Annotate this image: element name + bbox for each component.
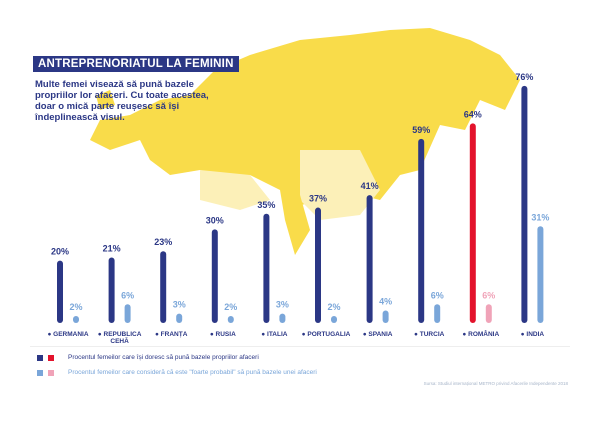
country-label: ● RUSIA [209,331,236,338]
country-label: ● INDIA [520,331,545,338]
chart-title: ANTREPRENORIATUL LA FEMININ [33,56,239,72]
data-label-dark-7: 59% [412,125,430,135]
data-label-light-2: 3% [173,300,186,310]
legend-item-likely: Procentul femeilor care consideră că est… [37,369,317,376]
data-label-dark-6: 41% [361,181,379,191]
legend-label: Procentul femeilor care își doresc să pu… [68,354,259,361]
data-label-dark-5: 37% [309,194,327,204]
chart-subtitle: Multe femei visează să pună bazele propr… [35,79,209,123]
country-label: ● ROMÂNIA [462,331,500,338]
data-label-dark-1: 21% [103,243,121,253]
country-label: ● TURCIA [414,331,445,338]
data-label-dark-2: 23% [154,237,172,247]
divider [30,346,570,347]
country-label: ● PORTUGALIA [301,331,351,338]
data-label-light-0: 2% [69,302,82,312]
source-note: Sursa: Studiul internațional METRO privi… [423,381,568,386]
legend-swatch-dark [37,354,43,361]
country-label: ● ITALIA [261,331,288,338]
legend-label: Procentul femeilor care consideră că est… [68,369,317,376]
legend-swatch-pink [48,369,54,376]
data-label-light-8: 6% [482,290,495,300]
data-label-light-7: 6% [431,290,444,300]
data-label-dark-0: 20% [51,247,69,257]
legend-swatch-red [48,354,54,361]
data-label-light-1: 6% [121,290,134,300]
country-label: ● SPANIA [362,331,393,338]
country-label: ● FRANȚA [154,331,188,338]
data-label-light-4: 3% [276,300,289,310]
data-label-light-6: 4% [379,297,392,307]
data-label-dark-4: 35% [257,200,275,210]
legend-item-desire: Procentul femeilor care își doresc să pu… [37,354,259,361]
data-label-dark-8: 64% [464,109,482,119]
data-label-light-9: 31% [531,212,549,222]
data-label-dark-9: 76% [515,72,533,82]
data-label-dark-3: 30% [206,215,224,225]
data-label-light-5: 2% [327,302,340,312]
data-label-light-3: 2% [224,302,237,312]
country-label: ● GERMANIA [47,331,89,338]
country-label: ● REPUBLICA CEHĂ [97,331,142,345]
legend-swatch-light [37,369,43,376]
